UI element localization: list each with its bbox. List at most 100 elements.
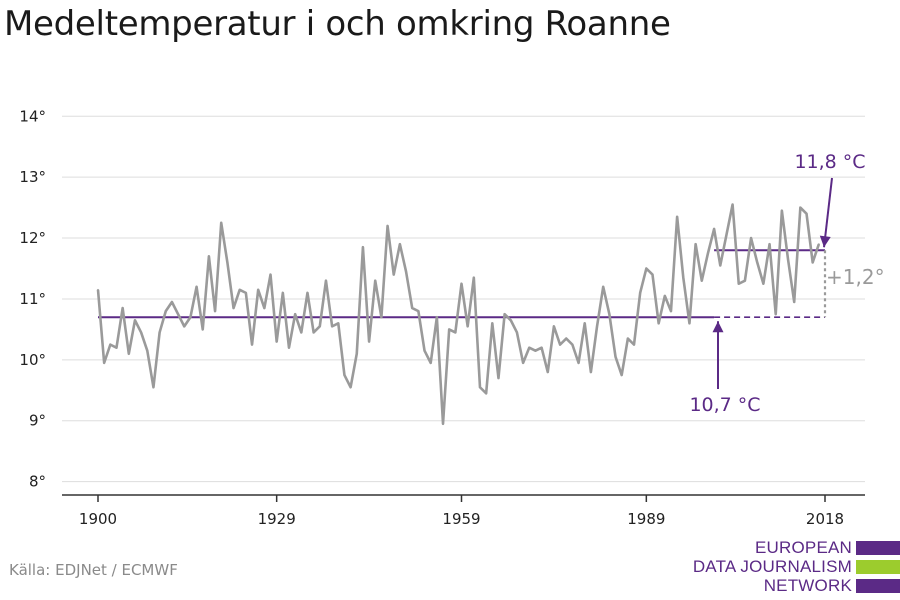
data-point bbox=[466, 325, 469, 328]
data-point bbox=[774, 313, 777, 316]
data-point bbox=[811, 261, 814, 264]
data-point bbox=[694, 243, 697, 246]
data-point bbox=[793, 301, 796, 303]
data-point bbox=[583, 322, 586, 325]
baseline-mean-arrow-head bbox=[712, 321, 724, 333]
data-point bbox=[429, 361, 432, 364]
data-point bbox=[368, 340, 370, 343]
data-point bbox=[744, 279, 746, 282]
data-point bbox=[300, 331, 303, 334]
data-point bbox=[435, 316, 438, 319]
logo-bar-1 bbox=[856, 541, 900, 555]
data-point bbox=[657, 322, 660, 325]
data-point bbox=[614, 355, 617, 358]
data-point bbox=[171, 301, 173, 303]
data-point bbox=[386, 224, 389, 227]
data-point bbox=[571, 343, 574, 346]
data-point bbox=[164, 310, 167, 313]
data-point bbox=[115, 346, 118, 349]
difference-label: +1,2° bbox=[826, 265, 885, 289]
data-point bbox=[349, 386, 352, 389]
data-point bbox=[380, 316, 383, 319]
data-point bbox=[651, 273, 654, 276]
data-point bbox=[688, 322, 691, 325]
data-point bbox=[232, 307, 235, 309]
data-point bbox=[516, 331, 518, 334]
x-tick-label: 1989 bbox=[627, 510, 665, 528]
data-point bbox=[392, 273, 395, 276]
y-tick-label: 9° bbox=[29, 412, 46, 430]
data-point bbox=[355, 352, 358, 355]
data-point bbox=[152, 386, 155, 389]
data-point bbox=[374, 279, 377, 282]
data-point bbox=[325, 279, 327, 282]
data-point bbox=[214, 310, 216, 313]
data-point bbox=[485, 392, 488, 395]
data-point bbox=[633, 343, 635, 346]
data-point bbox=[220, 221, 223, 224]
data-point bbox=[663, 295, 666, 297]
data-point bbox=[251, 343, 253, 346]
data-point bbox=[559, 343, 561, 346]
data-point bbox=[158, 331, 161, 334]
data-point bbox=[331, 325, 334, 328]
data-point bbox=[454, 331, 457, 334]
data-point bbox=[780, 209, 783, 212]
data-point bbox=[207, 255, 210, 258]
data-point bbox=[306, 291, 309, 294]
data-point bbox=[528, 346, 531, 349]
series-line bbox=[96, 203, 821, 426]
data-point bbox=[411, 307, 414, 309]
y-tick-label: 14° bbox=[19, 107, 46, 125]
data-point bbox=[596, 325, 598, 328]
data-point bbox=[294, 313, 297, 316]
data-point bbox=[645, 267, 648, 270]
y-axis-ticks: 8° 9° 10° 11° 12° 13° 14° bbox=[19, 107, 46, 490]
annotations: 11,8 °C 10,7 °C +1,2° bbox=[689, 151, 884, 416]
x-axis: 1900 1929 1959 1989 2018 bbox=[62, 494, 865, 528]
logo-text: EUROPEAN DATA JOURNALISM NETWORK bbox=[693, 538, 852, 595]
data-point bbox=[134, 319, 136, 322]
data-point bbox=[509, 319, 512, 322]
data-point bbox=[423, 349, 426, 352]
data-point bbox=[731, 203, 734, 206]
data-point bbox=[195, 285, 198, 288]
x-tick-label: 1929 bbox=[258, 510, 296, 528]
data-point bbox=[817, 243, 820, 246]
data-point bbox=[269, 273, 272, 276]
data-point bbox=[146, 349, 149, 352]
data-point bbox=[442, 422, 444, 425]
y-tick-label: 8° bbox=[29, 473, 46, 491]
data-point bbox=[620, 374, 623, 376]
logo-bar-3 bbox=[856, 579, 900, 593]
x-tick-label: 1900 bbox=[79, 510, 117, 528]
recent-mean-label: 11,8 °C bbox=[794, 151, 865, 173]
data-point bbox=[398, 243, 401, 246]
data-point bbox=[725, 234, 728, 236]
data-point bbox=[700, 279, 703, 282]
data-point bbox=[479, 386, 481, 389]
data-point bbox=[140, 331, 143, 334]
data-point bbox=[608, 313, 611, 316]
data-point bbox=[534, 349, 537, 352]
chart-title: Medeltemperatur i och omkring Roanne bbox=[4, 4, 671, 44]
data-point bbox=[460, 282, 463, 285]
data-point bbox=[244, 291, 247, 294]
data-point bbox=[275, 340, 278, 343]
data-point bbox=[602, 285, 605, 288]
data-point bbox=[281, 291, 284, 294]
x-tick-label: 2018 bbox=[806, 510, 844, 528]
data-point bbox=[707, 252, 709, 255]
series bbox=[96, 203, 821, 426]
data-point bbox=[127, 352, 130, 355]
logo-line-1: EUROPEAN bbox=[754, 538, 852, 557]
data-point bbox=[121, 307, 124, 309]
recent-mean-arrow bbox=[823, 177, 833, 248]
data-point bbox=[589, 371, 592, 373]
data-point bbox=[565, 337, 568, 340]
y-tick-label: 12° bbox=[19, 229, 46, 247]
data-point bbox=[522, 361, 525, 364]
data-point bbox=[417, 310, 420, 313]
data-point bbox=[719, 264, 722, 267]
